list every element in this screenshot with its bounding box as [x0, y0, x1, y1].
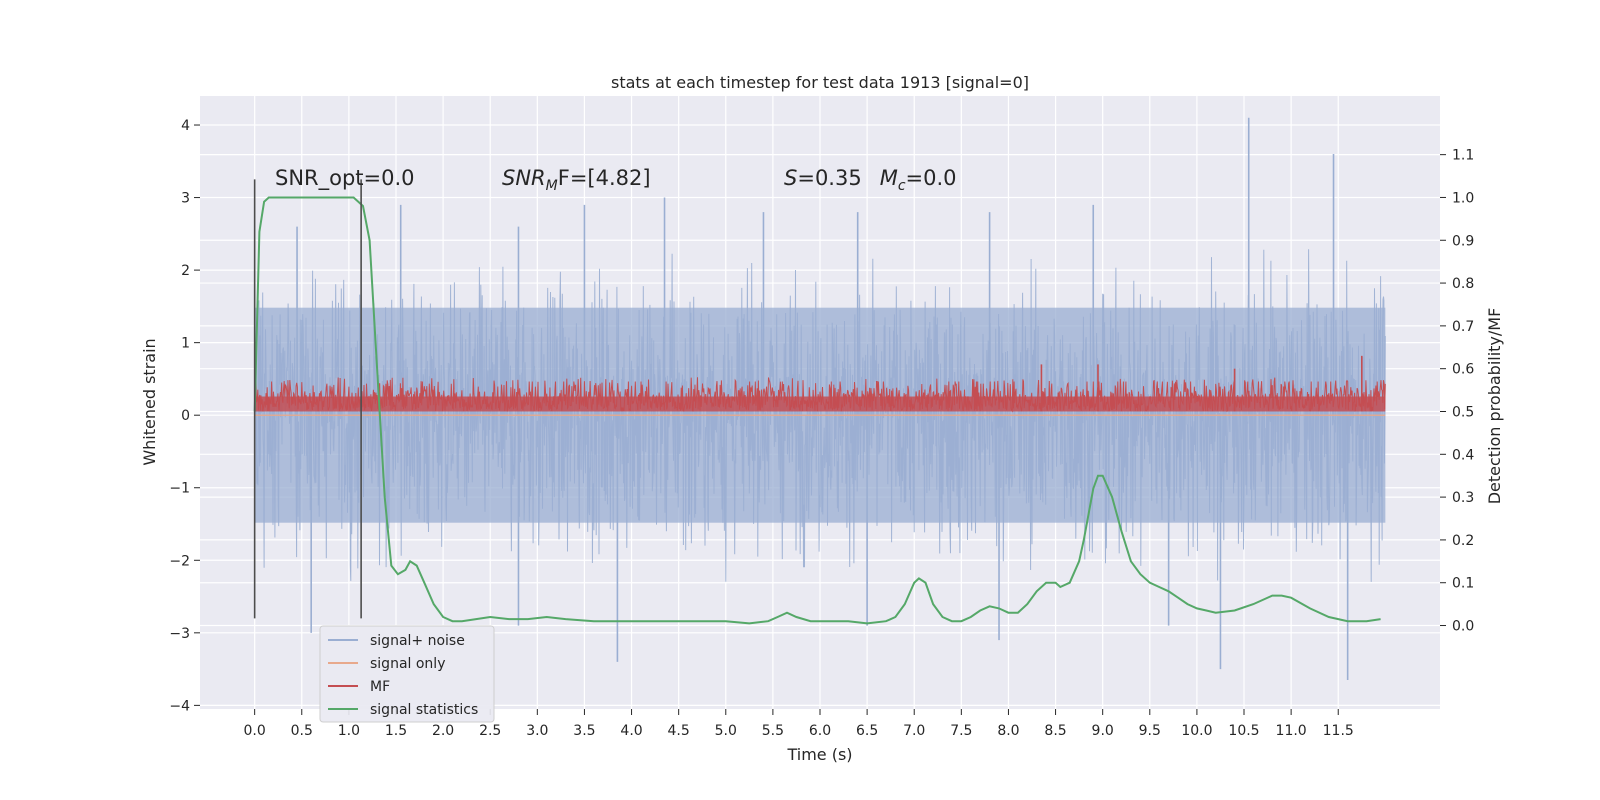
x-tick-label: 6.5 — [856, 723, 878, 739]
s-label: S — [784, 166, 797, 190]
y-tick-label: −4 — [169, 698, 190, 714]
y-tick-label: −1 — [169, 481, 190, 497]
y2-tick-label: 0.0 — [1452, 619, 1474, 635]
y-tick-label: 1 — [181, 336, 190, 352]
x-axis-title: Time (s) — [786, 745, 852, 764]
mc-label: M — [880, 166, 898, 190]
x-tick-label: 7.0 — [903, 723, 925, 739]
legend-box — [319, 625, 495, 723]
x-tick-label: 0.0 — [244, 723, 266, 739]
x-tick-label: 10.5 — [1228, 723, 1259, 739]
x-tick-label: 9.5 — [1139, 723, 1161, 739]
y-tick-label: 0 — [181, 408, 190, 424]
y2-tick-label: 0.4 — [1452, 447, 1474, 463]
legend-label-signal-noise: signal+ noise — [370, 633, 465, 649]
snr-mf-rest: F=[4.82] — [558, 166, 651, 190]
x-tick-label: 4.5 — [668, 723, 690, 739]
x-tick-label: 1.0 — [338, 723, 360, 739]
y2-tick-label: 0.2 — [1452, 533, 1474, 549]
x-tick-label: 11.0 — [1276, 723, 1307, 739]
series-mf-band — [254, 396, 1386, 412]
legend-label-mf: MF — [370, 679, 390, 695]
y2-tick-label: 1.0 — [1452, 190, 1474, 206]
x-tick-label: 5.0 — [715, 723, 737, 739]
x-tick-label: 4.0 — [620, 723, 642, 739]
x-tick-label: 1.5 — [385, 723, 407, 739]
x-tick-label: 11.5 — [1323, 723, 1354, 739]
y-tick-label: −3 — [169, 626, 190, 642]
series-layer — [253, 117, 1386, 680]
mc-value: =0.0 — [906, 166, 957, 190]
x-tick-label: 7.5 — [950, 723, 972, 739]
y-tick-label: 2 — [181, 263, 190, 279]
y2-tick-label: 0.5 — [1452, 404, 1474, 420]
y-tick-label: 3 — [181, 191, 190, 207]
y-tick-label: 4 — [181, 118, 190, 134]
y-tick-label: −2 — [169, 553, 190, 569]
x-tick-label: 6.0 — [809, 723, 831, 739]
legend: signal+ noise signal only MF signal stat… — [319, 625, 495, 723]
y2-tick-label: 0.6 — [1452, 362, 1474, 378]
x-tick-label: 2.5 — [479, 723, 501, 739]
x-tick-label: 9.0 — [1092, 723, 1114, 739]
mc-sub: c — [898, 178, 906, 194]
y-axis-title: Whitened strain — [140, 338, 159, 465]
s-mc-annotation: S=0.35 Mc=0.0 — [784, 166, 957, 194]
x-tick-label: 0.5 — [291, 723, 313, 739]
axes: 0.0 0.5 1.0 1.5 2.0 2.5 3.0 3.5 4.0 4.5 5.0 5.5 6.0 6… — [169, 118, 1474, 739]
x-tick-label: 10.0 — [1181, 723, 1212, 739]
x-tick-label: 3.0 — [526, 723, 548, 739]
y2-tick-label: 0.7 — [1452, 319, 1474, 335]
x-tick-label: 8.5 — [1044, 723, 1066, 739]
snr-mf-main: SNR — [502, 166, 546, 190]
y2-tick-label: 0.3 — [1452, 490, 1474, 506]
x-tick-label: 5.5 — [762, 723, 784, 739]
y2-tick-label: 0.1 — [1452, 576, 1474, 592]
y2-axis-title: Detection probability/MF — [1485, 308, 1504, 505]
legend-label-signal-statistics: signal statistics — [370, 702, 478, 718]
y2-tick-label: 1.1 — [1452, 148, 1474, 164]
s-value: =0.35 — [797, 166, 861, 190]
chart-title: stats at each timestep for test data 191… — [611, 73, 1029, 92]
series-signal-statistics-line — [253, 196, 1381, 625]
snr-mf-sub: M — [546, 178, 558, 194]
x-tick-label: 8.0 — [997, 723, 1019, 739]
legend-label-signal-only: signal only — [370, 656, 445, 672]
y2-tick-label: 0.9 — [1452, 233, 1474, 249]
y2-tick-label: 0.8 — [1452, 276, 1474, 292]
x-tick-label: 2.0 — [432, 723, 454, 739]
x-tick-label: 3.5 — [573, 723, 595, 739]
snr-opt-annotation: SNR_opt=0.0 — [275, 166, 415, 191]
snr-mf-annotation: SNRMF=[4.82] — [502, 166, 651, 194]
